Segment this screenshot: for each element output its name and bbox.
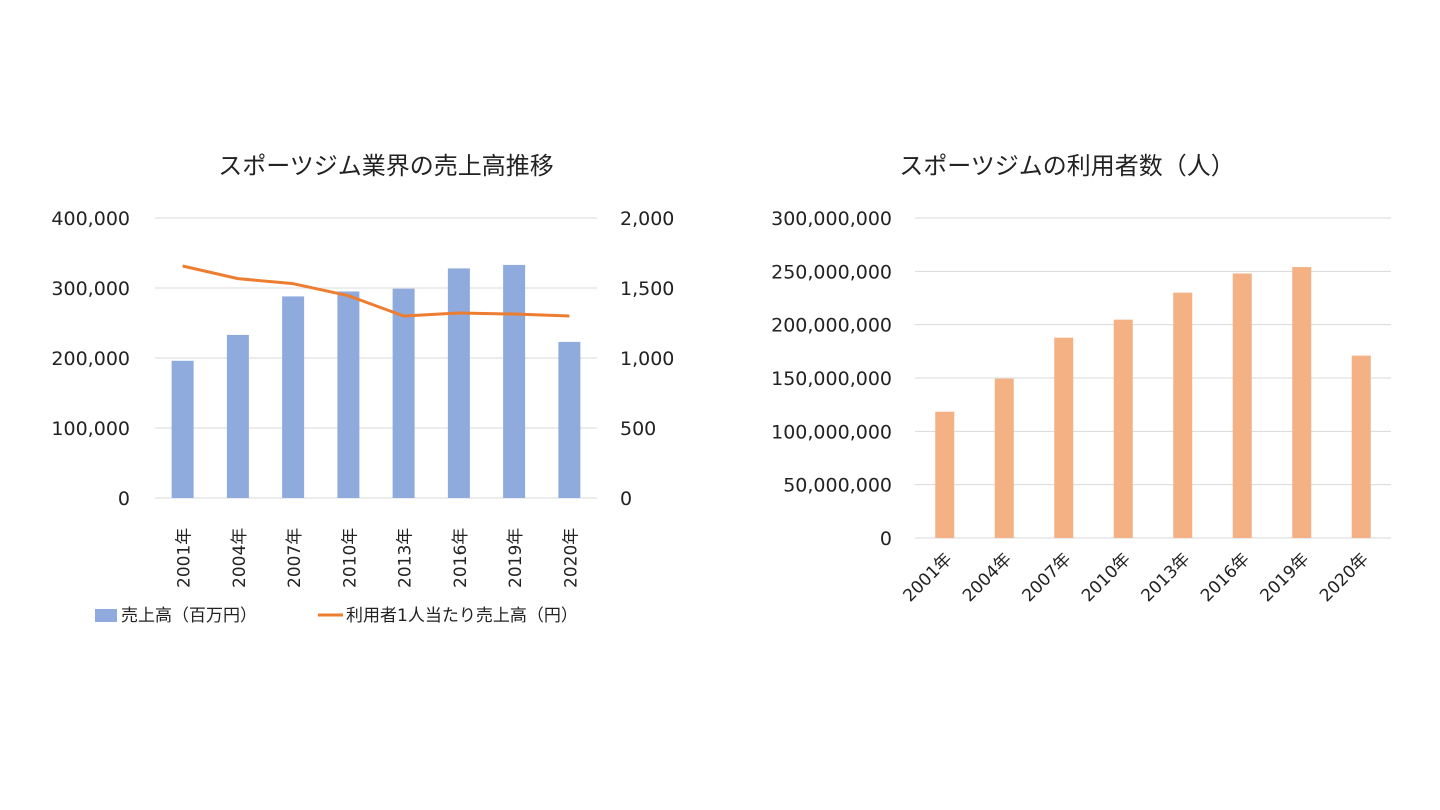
x-tick-label: 2019年 xyxy=(506,528,526,588)
y-tick-label: 50,000,000 xyxy=(783,475,892,497)
x-tick-label: 2019年 xyxy=(1257,549,1314,606)
y-tick-label: 250,000,000 xyxy=(771,261,892,283)
x-tick-label: 2007年 xyxy=(1019,549,1076,606)
y2-tick-label: 1,500 xyxy=(620,278,674,300)
x-tick-label: 2001年 xyxy=(900,549,957,606)
bar-users xyxy=(1173,292,1193,538)
x-tick-label: 2010年 xyxy=(340,528,360,588)
x-tick-label: 2007年 xyxy=(285,528,305,588)
bar-users xyxy=(994,378,1014,538)
bar-users xyxy=(1113,319,1133,538)
y2-tick-label: 2,000 xyxy=(620,208,674,230)
bar-users xyxy=(1054,337,1074,538)
bar-revenue xyxy=(503,264,526,498)
bar-revenue xyxy=(447,268,470,498)
x-tick-label: 2016年 xyxy=(451,528,471,588)
bar-users xyxy=(1232,273,1252,538)
y-tick-label: 300,000 xyxy=(51,278,130,300)
line-revenue-per-user xyxy=(182,264,570,318)
y-tick-label: 300,000,000 xyxy=(771,208,892,230)
bar-revenue xyxy=(226,334,249,498)
chart-title: スポーツジム業界の売上高推移 xyxy=(218,152,554,180)
y2-tick-label: 0 xyxy=(620,488,632,510)
bar-revenue xyxy=(282,296,305,498)
x-tick-label: 2010年 xyxy=(1078,549,1135,606)
bar-revenue xyxy=(392,288,415,498)
bar-revenue xyxy=(171,360,194,498)
y-tick-label: 200,000 xyxy=(51,348,130,370)
x-tick-label: 2020年 xyxy=(561,528,581,588)
x-tick-label: 2013年 xyxy=(396,528,416,588)
bar-revenue xyxy=(337,291,360,498)
y-tick-label: 0 xyxy=(118,488,130,510)
bar-users xyxy=(1351,355,1371,538)
x-tick-label: 2004年 xyxy=(959,549,1016,606)
x-tick-label: 2001年 xyxy=(175,528,195,588)
y2-tick-label: 500 xyxy=(620,418,656,440)
y-tick-label: 100,000 xyxy=(51,418,130,440)
bar-revenue xyxy=(558,341,581,498)
bar-users xyxy=(1292,267,1312,538)
bar-users xyxy=(935,411,955,538)
y-tick-label: 200,000,000 xyxy=(771,315,892,337)
legend-label-line: 利用者1人当たり売上高（円） xyxy=(346,606,578,626)
x-tick-label: 2020年 xyxy=(1316,549,1373,606)
chart-title: スポーツジムの利用者数（人） xyxy=(899,152,1235,180)
legend-label-bar: 売上高（百万円） xyxy=(121,606,257,626)
y-tick-label: 400,000 xyxy=(51,208,130,230)
x-tick-label: 2016年 xyxy=(1197,549,1254,606)
y2-tick-label: 1,000 xyxy=(620,348,674,370)
x-tick-label: 2004年 xyxy=(230,528,250,588)
x-tick-label: 2013年 xyxy=(1138,549,1195,606)
y-tick-label: 0 xyxy=(880,528,892,550)
y-tick-label: 100,000,000 xyxy=(771,421,892,443)
y-tick-label: 150,000,000 xyxy=(771,368,892,390)
legend-swatch-bar xyxy=(95,609,117,622)
